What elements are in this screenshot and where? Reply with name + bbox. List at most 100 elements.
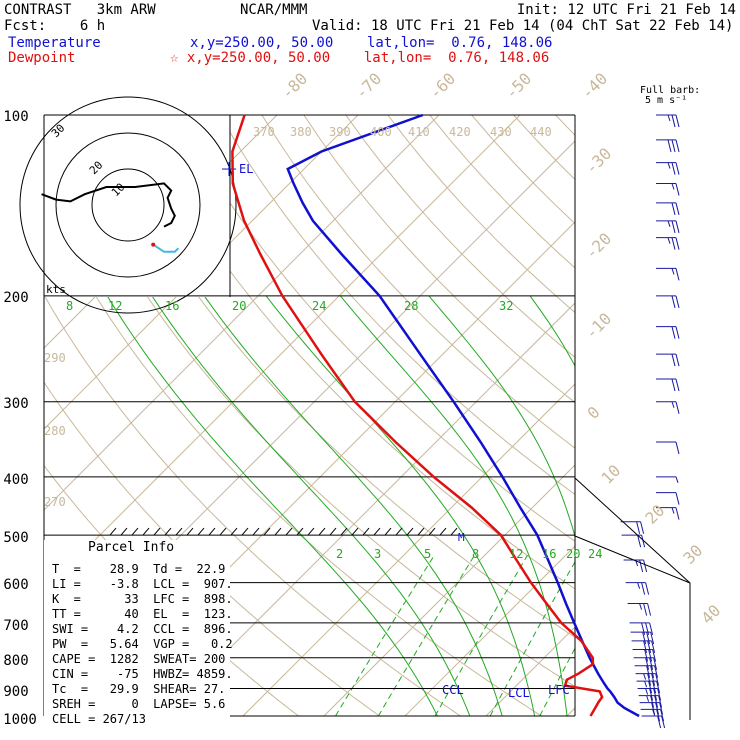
wind-barb-flag	[649, 688, 654, 701]
isotherm-label--40: -40	[577, 69, 611, 103]
ccl-marker-label: CCL	[442, 683, 464, 697]
wind-barb	[656, 353, 680, 367]
mixing-ratio-label-12-lower: 12	[509, 547, 523, 561]
wind-barb-flag	[645, 657, 650, 670]
theta-label-370: 370	[253, 125, 275, 139]
isobar-tick	[263, 527, 271, 536]
organization: NCAR/MMM	[240, 2, 308, 18]
wind-barb	[630, 631, 655, 645]
hodo-storm-point	[151, 242, 156, 247]
mixing-ratio-label-16-lower: 16	[542, 547, 556, 561]
hodo-ring	[91, 168, 165, 242]
isotherm-label--10: -10	[581, 309, 615, 343]
wind-barb	[656, 220, 680, 233]
wind-barb	[656, 295, 680, 309]
isobar-tick	[285, 527, 293, 536]
isotherm-label--70: -70	[351, 69, 385, 103]
wind-barb	[656, 326, 680, 339]
wind-barb-half	[667, 237, 671, 244]
theta-label-280: 280	[44, 424, 66, 438]
wind-barb-flag	[654, 695, 659, 708]
pressure-label-1000: 1000	[3, 712, 37, 728]
mixing-ratio-line	[489, 560, 575, 716]
isotherm-line	[729, 115, 740, 716]
wind-barb-flag	[645, 582, 650, 595]
hodo-ring	[55, 132, 201, 278]
wind-barb-flag	[655, 673, 660, 686]
parcel-row-swi: SWI = 4.2 CCL = 896.	[52, 622, 233, 636]
wind-barb-flag	[637, 534, 642, 548]
isobar-tick	[252, 527, 260, 536]
wind-barb-flag	[650, 665, 655, 678]
wind-barb-flag	[660, 709, 665, 722]
parcel-row-pw: PW = 5.64 VGP = 0.2	[52, 637, 233, 651]
isobar-tick	[329, 527, 337, 536]
wind-barb-flag	[650, 695, 655, 708]
wind-barb-flag	[675, 237, 680, 250]
wind-barb-half	[645, 688, 649, 695]
isotherm-label-40: 40	[697, 601, 724, 628]
wind-barb	[656, 476, 679, 483]
isotherm-line	[44, 115, 440, 511]
parcel-row-cell: CELL = 267/13	[52, 712, 146, 726]
wind-barb	[639, 702, 664, 715]
wind-barb	[623, 559, 648, 573]
m-marker-label: M	[458, 531, 465, 544]
wind-barb-flag	[644, 649, 649, 662]
wind-barb	[656, 378, 680, 392]
mixing-ratio-label-28: 28	[404, 299, 418, 313]
wind-barb-flag	[657, 715, 662, 729]
isobar-tick	[406, 527, 414, 536]
wind-barb	[656, 114, 680, 128]
isotherm-line	[648, 115, 740, 716]
temperature-legend: Temperature	[8, 35, 101, 51]
hodo-trace	[41, 182, 176, 228]
wind-barb-flag	[675, 183, 680, 196]
wind-barb-flag	[675, 162, 680, 175]
wind-barb	[656, 441, 680, 455]
wind-barb-flag	[675, 507, 680, 520]
mixing-ratio-line	[335, 554, 435, 716]
theta-label-440: 440	[530, 125, 552, 139]
dry-adiabat-line	[44, 293, 462, 716]
isotherm-label--20: -20	[581, 229, 615, 263]
wind-barb-half	[643, 673, 647, 680]
wind-barb-flag	[675, 378, 680, 392]
pressure-label-400: 400	[3, 472, 28, 488]
pressure-label-300: 300	[3, 396, 28, 412]
isobar-tick	[307, 527, 315, 536]
theta-label-410: 410	[408, 125, 430, 139]
isotherm-label--50: -50	[501, 69, 535, 103]
wind-barb-half	[671, 183, 675, 190]
el-marker-label: EL	[239, 162, 253, 176]
wind-barb-flag	[653, 688, 658, 701]
theta-label-380: 380	[290, 125, 312, 139]
mixing-ratio-label-32: 32	[499, 299, 513, 313]
wind-barb-flag	[656, 709, 661, 722]
mixing-ratio-label-24-lower: 24	[588, 547, 602, 561]
wind-barb-flag	[675, 139, 680, 152]
wind-barb-half	[644, 680, 648, 688]
mixing-ratio-label-16: 16	[165, 299, 179, 313]
wind-barb-flag	[652, 649, 657, 662]
hodo-ring	[19, 96, 237, 314]
wind-barb-flag	[675, 492, 680, 505]
isotherm-label--30: -30	[581, 144, 615, 178]
mixing-ratio-label-20: 20	[232, 299, 246, 313]
wind-barb	[635, 673, 660, 686]
pressure-label-100: 100	[3, 109, 28, 125]
parcel-row-k: K = 33 LFC = 898.	[52, 592, 233, 606]
wind-barb-flag	[675, 441, 680, 455]
wind-barb-flag	[651, 673, 656, 686]
isobar-tick	[296, 527, 304, 536]
wind-barb-flag	[639, 559, 644, 573]
wind-barb-flag	[643, 559, 648, 573]
wind-barb-flag	[654, 665, 659, 678]
isobar-tick	[164, 527, 172, 536]
pressure-label-200: 200	[3, 290, 28, 306]
lfc-marker-label: LFC	[548, 683, 570, 697]
wind-barb-flag	[675, 202, 680, 215]
wind-barb-flag	[652, 681, 657, 694]
wind-barb-half	[646, 695, 650, 702]
wind-barb-flag	[675, 295, 680, 309]
